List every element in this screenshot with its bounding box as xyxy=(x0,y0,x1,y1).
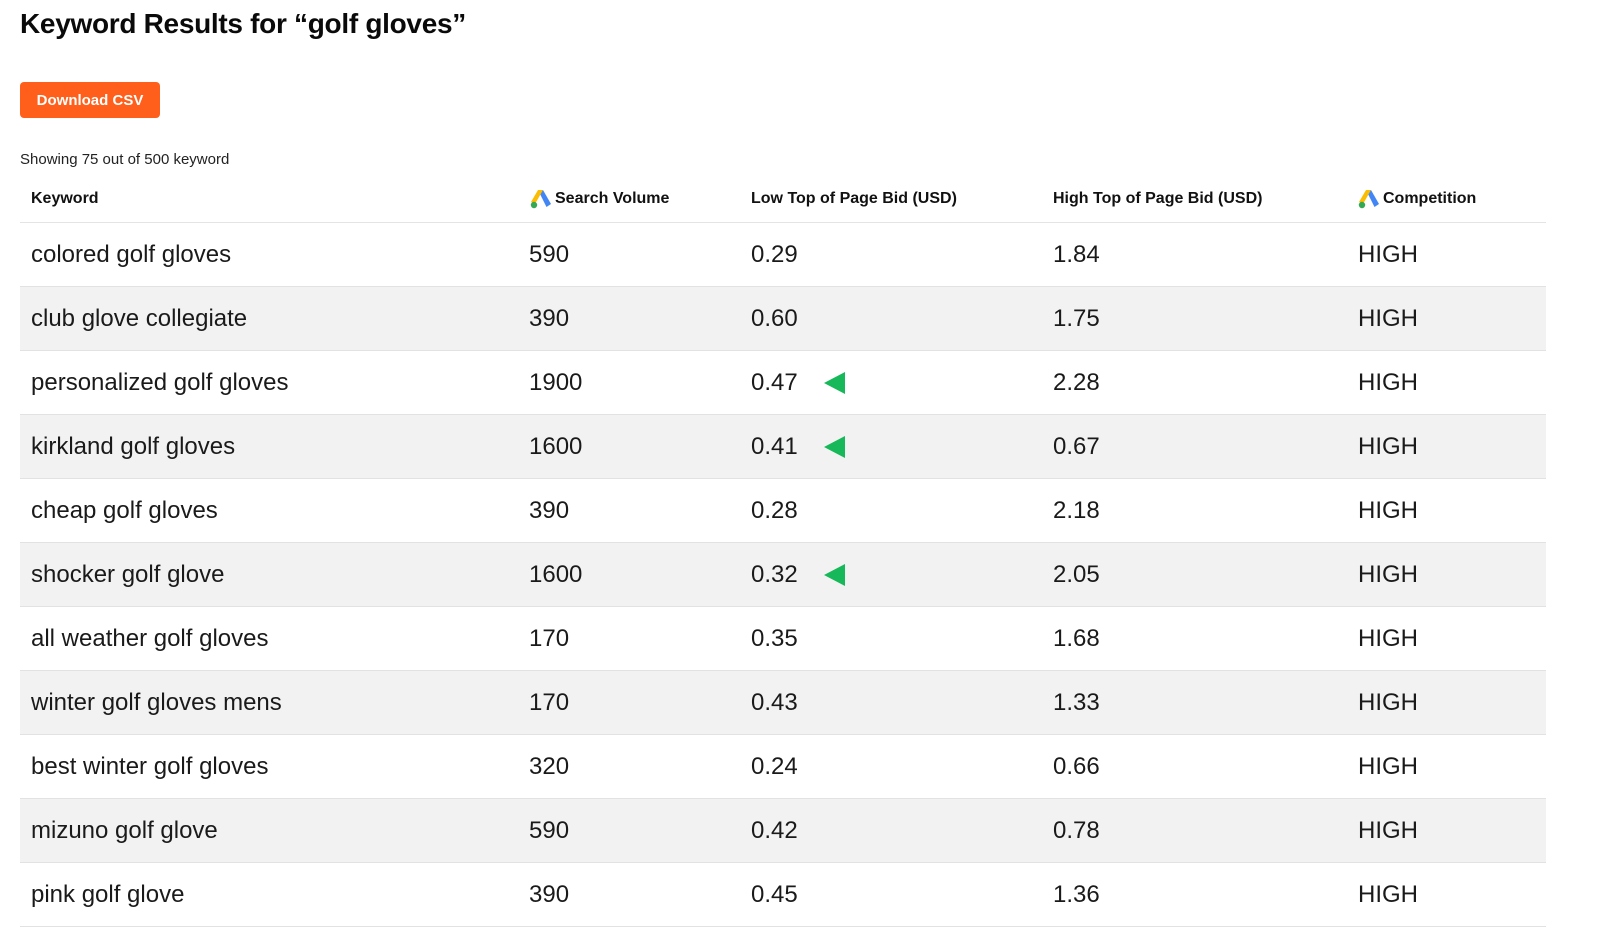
competition-cell: HIGH xyxy=(1358,304,1418,332)
search-volume-cell: 390 xyxy=(529,304,570,332)
google-ads-icon xyxy=(530,190,551,209)
high-bid-cell: 0.78 xyxy=(1053,816,1100,844)
search-volume-cell: 390 xyxy=(529,880,570,908)
competition-cell: HIGH xyxy=(1358,752,1418,780)
competition-cell: HIGH xyxy=(1358,560,1418,588)
low-bid-cell: 0.42 xyxy=(751,816,798,844)
keyword-cell: pink golf glove xyxy=(31,880,185,908)
keyword-cell: club glove collegiate xyxy=(31,304,248,332)
results-count-text: Showing 75 out of 500 keyword xyxy=(20,151,230,168)
high-bid-cell: 1.36 xyxy=(1053,880,1100,908)
competition-cell: HIGH xyxy=(1358,496,1418,524)
search-volume-cell: 170 xyxy=(529,624,570,652)
low-bid-cell: 0.45 xyxy=(751,880,798,908)
search-volume-cell: 1600 xyxy=(529,432,583,460)
low-bid-indicator-icon xyxy=(824,436,845,458)
column-header-label: Keyword xyxy=(31,190,99,207)
keyword-cell: cheap golf gloves xyxy=(31,496,218,524)
keyword-cell: winter golf gloves mens xyxy=(31,688,282,716)
high-bid-cell: 1.68 xyxy=(1053,624,1100,652)
low-bid-cell: 0.47 xyxy=(751,368,798,396)
column-header-label: High Top of Page Bid (USD) xyxy=(1053,190,1263,207)
competition-cell: HIGH xyxy=(1358,432,1418,460)
search-volume-cell: 1900 xyxy=(529,368,583,396)
search-volume-cell: 170 xyxy=(529,688,570,716)
search-volume-cell: 390 xyxy=(529,496,570,524)
search-volume-cell: 590 xyxy=(529,816,570,844)
column-header-label: Competition xyxy=(1383,190,1477,207)
high-bid-cell: 1.33 xyxy=(1053,688,1100,716)
low-bid-cell: 0.28 xyxy=(751,496,798,524)
keyword-cell: shocker golf glove xyxy=(31,560,225,588)
keyword-cell: all weather golf gloves xyxy=(31,624,269,652)
keyword-cell: mizuno golf glove xyxy=(31,816,218,844)
competition-cell: HIGH xyxy=(1358,240,1418,268)
search-volume-cell: 1600 xyxy=(529,560,583,588)
low-bid-cell: 0.60 xyxy=(751,304,798,332)
column-header-low-bid[interactable]: Low Top of Page Bid (USD) xyxy=(751,176,957,222)
search-volume-cell: 590 xyxy=(529,240,570,268)
table-header: Keyword Search Volume Low Top of Page Bi… xyxy=(20,176,1546,223)
high-bid-cell: 1.75 xyxy=(1053,304,1100,332)
table-row[interactable]: winter golf gloves mens 170 0.43 1.33 HIGH xyxy=(20,671,1546,735)
keyword-cell: colored golf gloves xyxy=(31,240,232,268)
column-header-competition[interactable]: Competition xyxy=(1358,176,1476,222)
table-row[interactable]: all weather golf gloves 170 0.35 1.68 HIGH xyxy=(20,607,1546,671)
google-ads-icon xyxy=(1358,190,1379,209)
table-row[interactable]: cheap golf gloves 390 0.28 2.18 HIGH xyxy=(20,479,1546,543)
table-row[interactable]: personalized golf gloves 1900 0.47 2.28 HIGH xyxy=(20,351,1546,415)
low-bid-indicator-icon xyxy=(824,372,845,394)
table-row[interactable]: kirkland golf gloves 1600 0.41 0.67 HIGH xyxy=(20,415,1546,479)
table-row[interactable]: shocker golf glove 1600 0.32 2.05 HIGH xyxy=(20,543,1546,607)
low-bid-cell: 0.24 xyxy=(751,752,798,780)
keyword-cell: kirkland golf gloves xyxy=(31,432,236,460)
low-bid-indicator-icon xyxy=(824,564,845,586)
competition-cell: HIGH xyxy=(1358,880,1418,908)
keyword-table: Keyword Search Volume Low Top of Page Bi… xyxy=(20,176,1546,927)
table-row[interactable]: best winter golf gloves 320 0.24 0.66 HIGH xyxy=(20,735,1546,799)
search-volume-cell: 320 xyxy=(529,752,570,780)
table-row[interactable]: mizuno golf glove 590 0.42 0.78 HIGH xyxy=(20,799,1546,863)
low-bid-cell: 0.43 xyxy=(751,688,798,716)
table-row[interactable]: club glove collegiate 390 0.60 1.75 HIGH xyxy=(20,287,1546,351)
high-bid-cell: 2.28 xyxy=(1053,368,1100,396)
low-bid-cell: 0.29 xyxy=(751,240,798,268)
table-body: colored golf gloves 590 0.29 1.84 HIGH club g… xyxy=(20,223,1546,927)
keyword-cell: personalized golf gloves xyxy=(31,368,289,396)
table-row[interactable]: colored golf gloves 590 0.29 1.84 HIGH xyxy=(20,223,1546,287)
high-bid-cell: 0.66 xyxy=(1053,752,1100,780)
competition-cell: HIGH xyxy=(1358,688,1418,716)
keyword-cell: best winter golf gloves xyxy=(31,752,269,780)
high-bid-cell: 1.84 xyxy=(1053,240,1100,268)
table-row[interactable]: pink golf glove 390 0.45 1.36 HIGH xyxy=(20,863,1546,927)
column-header-label: Low Top of Page Bid (USD) xyxy=(751,190,957,207)
high-bid-cell: 2.05 xyxy=(1053,560,1100,588)
competition-cell: HIGH xyxy=(1358,624,1418,652)
high-bid-cell: 0.67 xyxy=(1053,432,1100,460)
download-csv-button[interactable]: Download CSV xyxy=(20,82,160,118)
high-bid-cell: 2.18 xyxy=(1053,496,1100,524)
page-title: Keyword Results for “golf gloves” xyxy=(20,8,466,39)
low-bid-cell: 0.41 xyxy=(751,432,798,460)
low-bid-cell: 0.35 xyxy=(751,624,798,652)
competition-cell: HIGH xyxy=(1358,816,1418,844)
column-header-label: Search Volume xyxy=(555,190,670,207)
low-bid-cell: 0.32 xyxy=(751,560,798,588)
column-header-search-volume[interactable]: Search Volume xyxy=(530,176,669,222)
column-header-keyword[interactable]: Keyword xyxy=(31,176,99,222)
column-header-high-bid[interactable]: High Top of Page Bid (USD) xyxy=(1053,176,1262,222)
competition-cell: HIGH xyxy=(1358,368,1418,396)
